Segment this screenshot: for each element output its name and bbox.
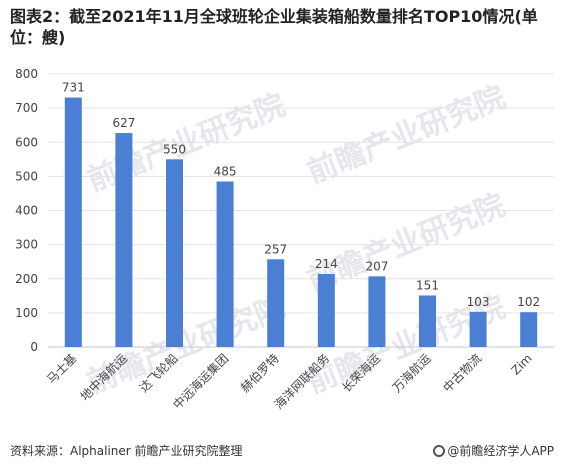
data-label: 102 — [517, 295, 540, 309]
source-note: 资料来源：Alphaliner 前瞻产业研究院整理 — [10, 444, 243, 458]
x-tick-label: 马士基 — [44, 351, 79, 386]
data-label: 627 — [112, 116, 135, 130]
bar — [166, 159, 183, 347]
data-label: 103 — [467, 295, 490, 309]
y-tick-label: 700 — [15, 101, 38, 115]
bar — [520, 312, 538, 347]
chart-title: 图表2：截至2021年11月全球班轮企业集装箱船数量排名TOP10情况(单位：艘… — [10, 7, 538, 47]
bar — [368, 276, 386, 347]
data-label: 485 — [214, 164, 237, 178]
y-tick-label: 300 — [15, 238, 38, 252]
bar — [419, 295, 436, 347]
x-tick-label: 万海航运 — [389, 351, 434, 396]
y-tick-label: 0 — [30, 340, 38, 354]
data-label: 151 — [416, 278, 439, 292]
y-tick-label: 600 — [15, 135, 38, 149]
bar — [267, 259, 285, 347]
data-label: 257 — [264, 242, 287, 256]
y-tick-label: 500 — [15, 169, 38, 183]
x-tick-label: 地中海航运 — [77, 351, 130, 404]
x-tick-label: 赫伯罗特 — [237, 351, 282, 396]
x-tick-label: 达飞轮船 — [137, 351, 181, 395]
y-tick-label: 400 — [15, 204, 38, 218]
bar — [64, 97, 82, 347]
brand-text: @前瞻经济学人APP — [447, 444, 554, 458]
y-tick-label: 800 — [15, 67, 38, 81]
y-tick-label: 200 — [15, 272, 38, 286]
bar-chart: 0 100 200 300 400 500 600 700 800 731 马士基 627 地中海航运 5… — [15, 67, 554, 412]
bar — [469, 311, 487, 347]
x-tick-label: 中古物流 — [440, 351, 485, 396]
x-tick-label: 长荣海运 — [338, 351, 383, 396]
bar — [115, 133, 133, 347]
footer: 资料来源：Alphaliner 前瞻产业研究院整理 @前瞻经济学人APP — [0, 436, 564, 464]
x-tick-label: Zim — [508, 351, 534, 377]
brand-credit: @前瞻经济学人APP — [433, 442, 554, 459]
bar — [317, 273, 335, 347]
bar — [216, 181, 234, 347]
data-label: 731 — [62, 81, 85, 95]
brand-logo-icon — [433, 445, 446, 457]
data-label: 550 — [163, 142, 186, 156]
data-label: 214 — [315, 257, 338, 271]
y-tick-label: 100 — [15, 306, 38, 320]
data-label: 207 — [365, 259, 388, 273]
